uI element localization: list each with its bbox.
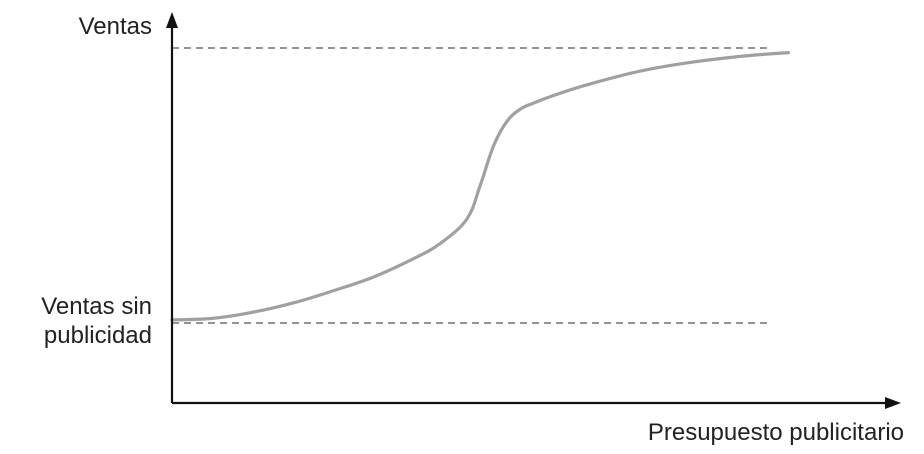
y-axis-arrow-icon <box>166 12 178 28</box>
x-axis-arrow-icon <box>885 397 901 409</box>
lower-reference-label: Ventas sin publicidad <box>10 292 152 350</box>
y-axis-label: Ventas <box>78 13 152 40</box>
x-axis-label: Presupuesto publicitario <box>647 419 904 446</box>
lower-reference-label-line2: publicidad <box>43 322 152 349</box>
lower-reference-label-line1: Ventas sin <box>41 293 152 320</box>
sales-response-curve <box>170 51 790 322</box>
